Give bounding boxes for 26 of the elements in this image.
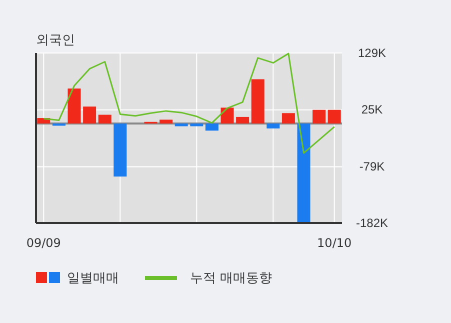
x-tick-label: 09/09 — [26, 236, 61, 250]
bar — [98, 114, 112, 124]
y-tick-label: -79K — [359, 160, 385, 174]
bar — [68, 88, 81, 124]
y-tick-label: -182K — [356, 216, 388, 230]
bar — [83, 106, 96, 124]
chart-title: 외국인 — [36, 33, 75, 48]
bar — [236, 116, 250, 124]
bar — [114, 124, 127, 177]
bar — [312, 110, 326, 124]
y-tick-label: 129K — [358, 46, 386, 60]
y-tick-label: 25K — [361, 102, 383, 117]
legend-label: 일별매매 — [67, 271, 119, 286]
line-series — [42, 52, 336, 154]
bar — [190, 124, 204, 126]
bar — [297, 124, 310, 223]
bar — [174, 124, 188, 126]
bar — [205, 124, 218, 131]
bar — [160, 120, 173, 124]
bar — [266, 124, 280, 128]
bar — [328, 110, 341, 124]
bar — [282, 113, 295, 124]
bar — [220, 108, 234, 124]
x-tick-label: 10/10 — [317, 236, 352, 250]
legend-label: 누적 매매동향 — [190, 271, 272, 286]
bar — [251, 79, 264, 124]
